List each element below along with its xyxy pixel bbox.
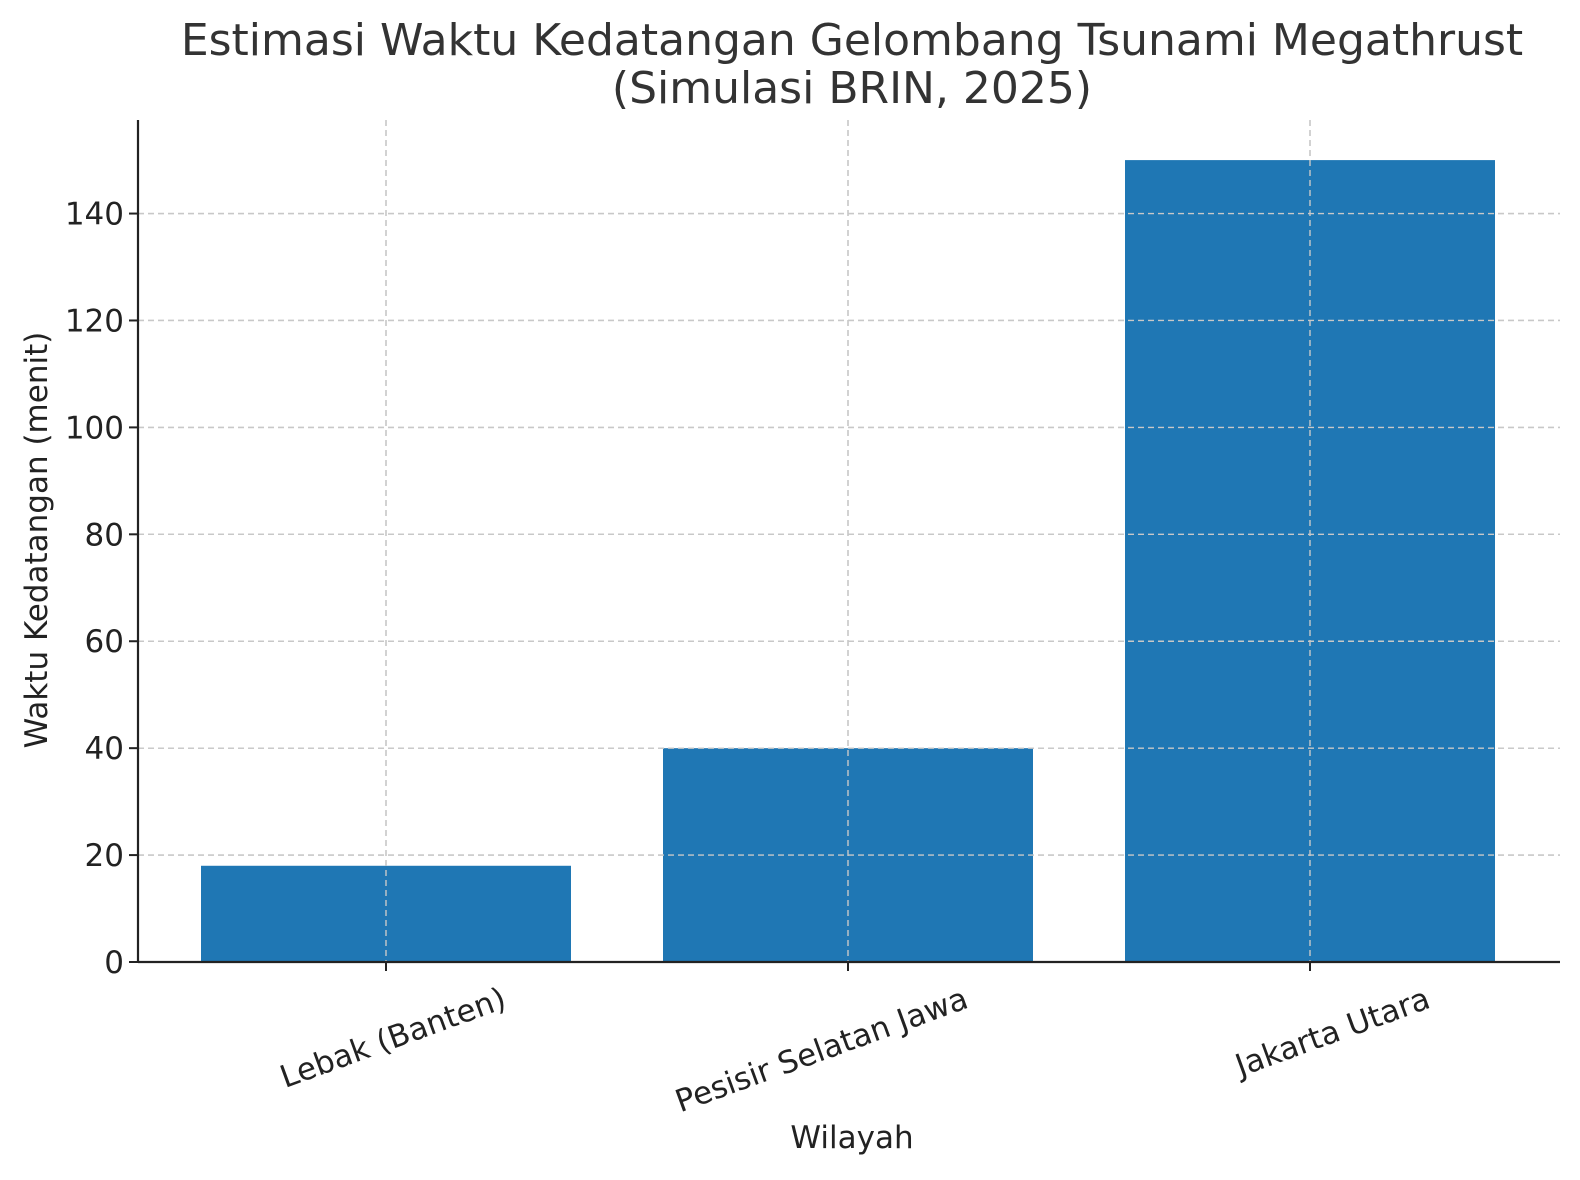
x-tick-label: Jakarta Utara xyxy=(1229,981,1435,1085)
y-tick-label: 60 xyxy=(85,624,124,660)
y-tick-label: 0 xyxy=(104,945,124,981)
chart-title-line1: Estimasi Waktu Kedatangan Gelombang Tsun… xyxy=(181,15,1523,66)
axis-layer xyxy=(129,120,1560,971)
bar-layer xyxy=(138,120,1560,963)
y-tick-label: 80 xyxy=(85,517,124,553)
y-tick-label: 140 xyxy=(65,197,124,233)
x-tick-label: Pesisir Selatan Jawa xyxy=(671,981,973,1120)
y-tick-label: 120 xyxy=(65,303,124,339)
y-tick-label: 20 xyxy=(85,838,124,874)
chart-title-line2: (Simulasi BRIN, 2025) xyxy=(612,63,1092,114)
y-axis-label: Waktu Kedatangan (menit) xyxy=(19,332,55,749)
y-tick-label: 100 xyxy=(65,410,124,446)
x-axis-label: Wilayah xyxy=(790,1120,913,1156)
x-tick-label: Lebak (Banten) xyxy=(275,981,510,1096)
y-tick-label: 40 xyxy=(85,731,124,767)
